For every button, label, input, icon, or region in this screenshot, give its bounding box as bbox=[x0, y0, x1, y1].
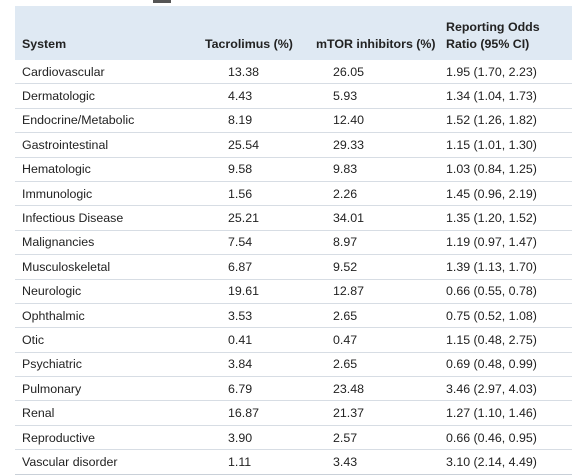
cell-system: Malignancies bbox=[15, 230, 182, 256]
cell-system: Endocrine/Metabolic bbox=[15, 108, 182, 134]
table-row: Immunologic 1.56 2.26 1.45 (0.96, 2.19) bbox=[15, 181, 572, 207]
cell-mtor-inhibitors: 34.01 bbox=[306, 205, 444, 231]
cell-mtor-inhibitors: 8.97 bbox=[306, 230, 444, 256]
header-reporting-odds-ratio: Reporting Odds Ratio (95% CI) bbox=[444, 6, 572, 60]
cell-mtor-inhibitors: 23.48 bbox=[306, 376, 444, 402]
table-row: Neurologic 19.61 12.87 0.66 (0.55, 0.78) bbox=[15, 279, 572, 304]
table-row: Psychiatric 3.84 2.65 0.69 (0.48, 0.99) bbox=[15, 352, 572, 378]
cell-reporting-odds-ratio: 1.03 (0.84, 1.25) bbox=[444, 157, 572, 182]
cell-reporting-odds-ratio: 1.19 (0.97, 1.47) bbox=[444, 230, 572, 256]
cell-reporting-odds-ratio: 0.66 (0.55, 0.78) bbox=[444, 279, 572, 304]
cell-system: Renal bbox=[15, 400, 182, 426]
cell-mtor-inhibitors: 12.40 bbox=[306, 108, 444, 134]
cell-reporting-odds-ratio: 1.95 (1.70, 2.23) bbox=[444, 60, 572, 85]
table-row: Musculoskeletal 6.87 9.52 1.39 (1.13, 1.70) bbox=[15, 254, 572, 280]
cell-mtor-inhibitors: 5.93 bbox=[306, 83, 444, 109]
cell-mtor-inhibitors: 3.43 bbox=[306, 449, 444, 475]
table-row: Cardiovascular 13.38 26.05 1.95 (1.70, 2.23… bbox=[15, 60, 572, 85]
cell-tacrolimus: 0.41 bbox=[182, 327, 306, 353]
cell-system: Hematologic bbox=[15, 157, 182, 182]
table-row: Infectious Disease 25.21 34.01 1.35 (1.20, … bbox=[15, 205, 572, 231]
cell-system: Psychiatric bbox=[15, 352, 182, 378]
cell-mtor-inhibitors: 2.65 bbox=[306, 303, 444, 329]
cell-tacrolimus: 8.19 bbox=[182, 108, 306, 134]
table-row: Dermatologic 4.43 5.93 1.34 (1.04, 1.73) bbox=[15, 83, 572, 109]
cell-system: Immunologic bbox=[15, 181, 182, 207]
cell-system: Otic bbox=[15, 327, 182, 353]
table-header: System Tacrolimus (%) mTOR inhibitors (%… bbox=[15, 6, 572, 60]
table-row: Malignancies 7.54 8.97 1.19 (0.97, 1.47) bbox=[15, 230, 572, 256]
header-system: System bbox=[15, 6, 182, 60]
cell-system: Musculoskeletal bbox=[15, 254, 182, 280]
results-table-container: System Tacrolimus (%) mTOR inhibitors (%… bbox=[15, 6, 572, 475]
cell-system: Ophthalmic bbox=[15, 303, 182, 329]
header-row: System Tacrolimus (%) mTOR inhibitors (%… bbox=[15, 6, 572, 60]
table-row: Pulmonary 6.79 23.48 3.46 (2.97, 4.03) bbox=[15, 376, 572, 402]
cell-reporting-odds-ratio: 3.10 (2.14, 4.49) bbox=[444, 449, 572, 475]
cell-reporting-odds-ratio: 1.15 (1.01, 1.30) bbox=[444, 132, 572, 158]
cell-mtor-inhibitors: 0.47 bbox=[306, 327, 444, 353]
cell-system: Reproductive bbox=[15, 425, 182, 451]
cell-reporting-odds-ratio: 1.52 (1.26, 1.82) bbox=[444, 108, 572, 134]
table-row: Hematologic 9.58 9.83 1.03 (0.84, 1.25) bbox=[15, 157, 572, 182]
cell-tacrolimus: 4.43 bbox=[182, 83, 306, 109]
cell-tacrolimus: 3.53 bbox=[182, 303, 306, 329]
cell-system: Infectious Disease bbox=[15, 205, 182, 231]
cell-tacrolimus: 25.54 bbox=[182, 132, 306, 158]
table-row: Reproductive 3.90 2.57 0.66 (0.46, 0.95) bbox=[15, 425, 572, 451]
cell-tacrolimus: 25.21 bbox=[182, 205, 306, 231]
cell-reporting-odds-ratio: 0.66 (0.46, 0.95) bbox=[444, 425, 572, 451]
header-tacrolimus: Tacrolimus (%) bbox=[182, 6, 306, 60]
cell-mtor-inhibitors: 21.37 bbox=[306, 400, 444, 426]
cell-tacrolimus: 9.58 bbox=[182, 157, 306, 182]
cell-mtor-inhibitors: 2.26 bbox=[306, 181, 444, 207]
cell-system: Cardiovascular bbox=[15, 60, 182, 85]
cell-tacrolimus: 16.87 bbox=[182, 400, 306, 426]
cell-reporting-odds-ratio: 1.34 (1.04, 1.73) bbox=[444, 83, 572, 109]
cell-mtor-inhibitors: 2.65 bbox=[306, 352, 444, 378]
reporting-odds-table: System Tacrolimus (%) mTOR inhibitors (%… bbox=[15, 6, 572, 475]
cell-tacrolimus: 6.87 bbox=[182, 254, 306, 280]
table-row: Ophthalmic 3.53 2.65 0.75 (0.52, 1.08) bbox=[15, 303, 572, 329]
cell-tacrolimus: 7.54 bbox=[182, 230, 306, 256]
header-mtor-inhibitors: mTOR inhibitors (%) bbox=[306, 6, 444, 60]
cell-tacrolimus: 1.56 bbox=[182, 181, 306, 207]
header-ror-line-1: Reporting Odds bbox=[446, 20, 540, 34]
table-row: Endocrine/Metabolic 8.19 12.40 1.52 (1.26, … bbox=[15, 108, 572, 134]
cell-system: Neurologic bbox=[15, 279, 182, 304]
cell-reporting-odds-ratio: 0.69 (0.48, 0.99) bbox=[444, 352, 572, 378]
cell-mtor-inhibitors: 9.52 bbox=[306, 254, 444, 280]
cell-system: Dermatologic bbox=[15, 83, 182, 109]
cell-mtor-inhibitors: 26.05 bbox=[306, 60, 444, 85]
table-row: Otic 0.41 0.47 1.15 (0.48, 2.75) bbox=[15, 327, 572, 353]
cell-reporting-odds-ratio: 1.35 (1.20, 1.52) bbox=[444, 205, 572, 231]
table-body: Cardiovascular 13.38 26.05 1.95 (1.70, 2.23… bbox=[15, 60, 572, 475]
cell-system: Vascular disorder bbox=[15, 449, 182, 475]
cell-reporting-odds-ratio: 1.45 (0.96, 2.19) bbox=[444, 181, 572, 207]
top-edge-mark bbox=[153, 0, 171, 3]
cell-mtor-inhibitors: 12.87 bbox=[306, 279, 444, 304]
cell-reporting-odds-ratio: 1.39 (1.13, 1.70) bbox=[444, 254, 572, 280]
cell-tacrolimus: 1.11 bbox=[182, 449, 306, 475]
cell-tacrolimus: 3.84 bbox=[182, 352, 306, 378]
cell-mtor-inhibitors: 9.83 bbox=[306, 157, 444, 182]
cell-reporting-odds-ratio: 1.27 (1.10, 1.46) bbox=[444, 400, 572, 426]
cell-reporting-odds-ratio: 3.46 (2.97, 4.03) bbox=[444, 376, 572, 402]
cell-tacrolimus: 6.79 bbox=[182, 376, 306, 402]
cell-mtor-inhibitors: 29.33 bbox=[306, 132, 444, 158]
cell-tacrolimus: 13.38 bbox=[182, 60, 306, 85]
cell-mtor-inhibitors: 2.57 bbox=[306, 425, 444, 451]
cell-reporting-odds-ratio: 0.75 (0.52, 1.08) bbox=[444, 303, 572, 329]
cell-system: Pulmonary bbox=[15, 376, 182, 402]
table-row: Gastrointestinal 25.54 29.33 1.15 (1.01, 1.… bbox=[15, 132, 572, 158]
header-ror-line-2: Ratio (95% CI) bbox=[446, 37, 530, 51]
cell-tacrolimus: 19.61 bbox=[182, 279, 306, 304]
table-row: Vascular disorder 1.11 3.43 3.10 (2.14, 4.4… bbox=[15, 449, 572, 475]
cell-reporting-odds-ratio: 1.15 (0.48, 2.75) bbox=[444, 327, 572, 353]
cell-system: Gastrointestinal bbox=[15, 132, 182, 158]
cell-tacrolimus: 3.90 bbox=[182, 425, 306, 451]
table-row: Renal 16.87 21.37 1.27 (1.10, 1.46) bbox=[15, 400, 572, 426]
